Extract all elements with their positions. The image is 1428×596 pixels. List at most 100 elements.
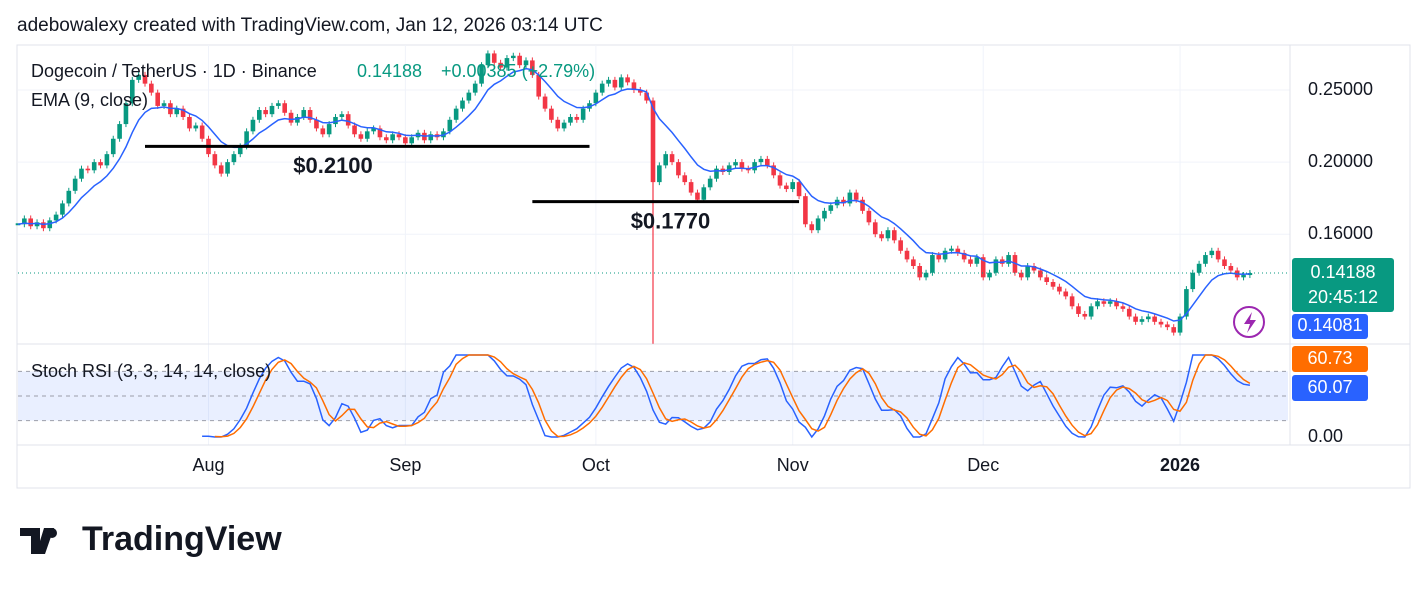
candle [752,162,757,171]
candle [384,137,389,141]
candle [1184,289,1189,317]
candle [726,165,732,172]
candle [587,103,592,109]
candle [314,119,319,129]
legend-price: 0.14188 [357,61,422,81]
header: adebowalexy created with TradingView.com… [17,15,603,36]
candle [917,266,922,278]
legend-symbol: Dogecoin / TetherUS · 1D · Binance [31,61,317,81]
candle [847,192,853,204]
support-label: $0.2100 [293,153,373,178]
candle [72,178,78,191]
candle [1146,316,1151,320]
candle [364,131,370,139]
logo-text: TradingView [82,520,282,558]
candle [955,248,961,253]
candle [1095,301,1100,307]
candle [218,165,224,174]
candle [345,114,351,126]
candle [1044,277,1049,282]
candle [491,53,497,63]
candle [657,165,662,183]
candle [117,124,122,139]
candle [809,224,815,231]
candle [1050,281,1056,287]
candle [1088,306,1094,317]
candle [593,92,599,104]
logo: TradingView [20,520,282,558]
candle [155,92,160,106]
candle [123,103,129,125]
candle [993,259,999,273]
stoch-last: 60.73 [1307,348,1352,368]
candle [631,82,637,91]
candle [358,134,364,139]
candle [771,165,776,176]
candle [688,182,694,193]
candle [1177,316,1183,333]
candle [758,158,764,163]
candle [523,60,529,66]
candle [511,55,516,59]
candle [276,103,281,106]
candle [669,154,675,163]
candle [542,96,548,109]
candle [225,162,230,174]
candle [904,250,910,260]
candle [104,154,110,166]
candle [326,124,332,135]
candle [701,187,707,200]
candle [841,199,846,204]
candle [517,55,522,66]
candle [231,154,237,163]
candle [212,154,218,166]
candle [574,116,580,120]
candle [269,105,275,115]
candle [41,222,46,229]
candle [250,119,256,132]
candle [949,248,954,251]
candle [930,255,935,273]
candle [136,74,141,80]
candle [1101,301,1107,304]
price-label-box [1292,258,1394,313]
candle [453,108,459,120]
candle [301,110,307,117]
candle [1120,306,1126,309]
candle [22,218,27,225]
candle [1139,319,1145,322]
candle [1228,266,1234,271]
candle [580,108,586,120]
candle [853,192,859,200]
candle [1063,291,1069,297]
candle [892,230,897,241]
candle [1076,306,1081,314]
alert-icon[interactable] [1233,306,1265,338]
ema-line [17,67,1250,322]
candle [1190,272,1196,290]
support-label: $0.1770 [631,208,711,233]
candle [34,222,40,227]
candle [504,58,510,68]
stoch-label-box [1292,346,1368,372]
candle [174,108,180,115]
candle [472,83,478,93]
y2-tick-label: 0.00 [1308,426,1343,446]
candle [110,138,116,155]
candle [199,125,205,139]
candle [1057,286,1062,292]
x-tick-label: Oct [582,455,610,475]
candle [872,222,878,235]
candle [828,205,834,211]
candle [1196,263,1202,273]
candle [244,131,249,147]
candle [898,240,903,251]
candle [936,255,942,260]
candle [263,110,268,115]
candle [60,203,65,215]
candle [98,162,103,166]
candle [796,182,802,197]
candle [822,210,827,219]
candle [149,83,154,93]
